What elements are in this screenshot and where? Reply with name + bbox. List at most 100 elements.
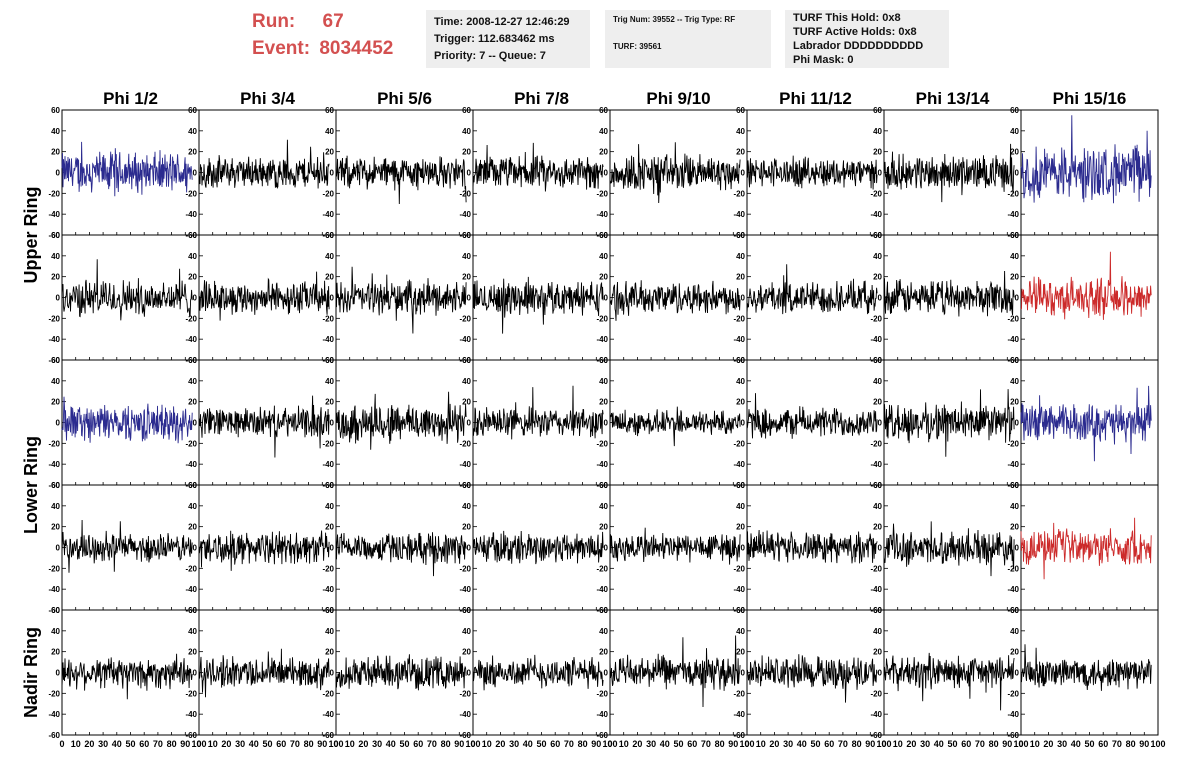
y-tick-label: 20: [736, 648, 745, 657]
y-tick-label: 0: [330, 419, 335, 428]
y-tick-label: -40: [459, 710, 471, 719]
panel-frame: [335, 234, 474, 361]
x-tick-label: 100: [739, 739, 754, 749]
y-tick-label: -60: [1007, 731, 1019, 740]
time-text: Time: 2008-12-27 12:46:29: [434, 16, 570, 28]
y-tick-label: -20: [870, 689, 882, 698]
x-tick-label: 90: [865, 739, 875, 749]
y-tick-label: 60: [873, 106, 882, 115]
y-tick-label: -40: [185, 210, 197, 219]
y-tick-label: -40: [48, 460, 60, 469]
y-tick-label: 20: [736, 273, 745, 282]
y-tick-label: -60: [596, 731, 608, 740]
x-tick-label: 50: [673, 739, 683, 749]
y-tick-label: 20: [51, 398, 60, 407]
y-tick-label: -40: [322, 710, 334, 719]
x-tick-label: 50: [810, 739, 820, 749]
y-tick-label: -20: [185, 189, 197, 198]
waveform-trace: [472, 142, 604, 192]
x-tick-label: 0: [333, 739, 338, 749]
x-tick-label: 10: [756, 739, 766, 749]
y-tick-label: 60: [873, 606, 882, 615]
y-tick-label: -20: [596, 689, 608, 698]
x-tick-label: 30: [920, 739, 930, 749]
waveform-trace: [335, 266, 467, 334]
y-tick-label: -40: [322, 585, 334, 594]
x-tick-label: 0: [470, 739, 475, 749]
y-tick-label: -20: [48, 689, 60, 698]
y-tick-label: 20: [188, 648, 197, 657]
x-tick-label: 100: [876, 739, 891, 749]
y-tick-label: -20: [1007, 314, 1019, 323]
turf-text: TURF: 39561: [613, 42, 662, 51]
y-tick-label: 0: [878, 169, 883, 178]
x-tick-label: 30: [372, 739, 382, 749]
trigger-text: Trigger: 112.683462 ms: [434, 33, 555, 45]
y-tick-label: -40: [1007, 460, 1019, 469]
y-tick-label: -40: [459, 210, 471, 219]
row-label: Lower Ring: [21, 436, 41, 534]
x-tick-label: 20: [221, 739, 231, 749]
y-tick-label: 0: [741, 169, 746, 178]
y-tick-label: 40: [736, 252, 745, 261]
y-tick-label: -20: [48, 564, 60, 573]
y-tick-label: 60: [736, 356, 745, 365]
x-tick-label: 0: [59, 739, 64, 749]
y-tick-label: -40: [185, 585, 197, 594]
trigger-info-box: Trig Num: 39552 -- Trig Type: RF TURF: 3…: [605, 10, 771, 68]
y-tick-label: 20: [462, 523, 471, 532]
waveform-trace: [609, 280, 741, 321]
x-tick-label: 80: [852, 739, 862, 749]
y-tick-label: 20: [873, 273, 882, 282]
y-tick-label: -40: [1007, 210, 1019, 219]
run-value: 67: [322, 11, 344, 32]
waveform-trace: [198, 395, 330, 458]
y-tick-label: 0: [1015, 544, 1020, 553]
waveform-trace: [1020, 115, 1152, 204]
phi-mask-text: Phi Mask: 0: [793, 54, 854, 66]
y-tick-label: 40: [325, 127, 334, 136]
y-tick-label: 40: [736, 377, 745, 386]
waveform-trace: [61, 653, 193, 700]
x-tick-label: 70: [564, 739, 574, 749]
y-tick-label: 0: [467, 294, 472, 303]
y-tick-label: -20: [459, 439, 471, 448]
y-tick-label: 0: [56, 669, 61, 678]
y-tick-label: -40: [185, 460, 197, 469]
y-tick-label: -20: [322, 439, 334, 448]
y-tick-label: -40: [870, 210, 882, 219]
y-tick-label: 60: [736, 231, 745, 240]
waveform-trace: [609, 142, 741, 204]
column-header: Phi 11/12: [779, 89, 852, 108]
y-tick-label: 60: [1010, 106, 1019, 115]
y-tick-label: -20: [596, 314, 608, 323]
y-tick-label: 0: [193, 669, 198, 678]
x-tick-label: 80: [304, 739, 314, 749]
y-tick-label: 60: [188, 606, 197, 615]
waveform-trace: [609, 406, 741, 447]
column-header: Phi 1/2: [103, 89, 158, 108]
y-tick-label: 20: [51, 148, 60, 157]
waveform-trace: [335, 391, 467, 450]
y-tick-label: 0: [741, 419, 746, 428]
x-tick-label: 50: [536, 739, 546, 749]
x-tick-label: 10: [482, 739, 492, 749]
y-tick-label: 0: [193, 419, 198, 428]
y-tick-label: 20: [1010, 398, 1019, 407]
y-tick-label: 40: [1010, 502, 1019, 511]
y-tick-label: 60: [188, 231, 197, 240]
y-tick-label: 40: [188, 127, 197, 136]
y-tick-label: -40: [322, 460, 334, 469]
y-tick-label: -40: [596, 335, 608, 344]
